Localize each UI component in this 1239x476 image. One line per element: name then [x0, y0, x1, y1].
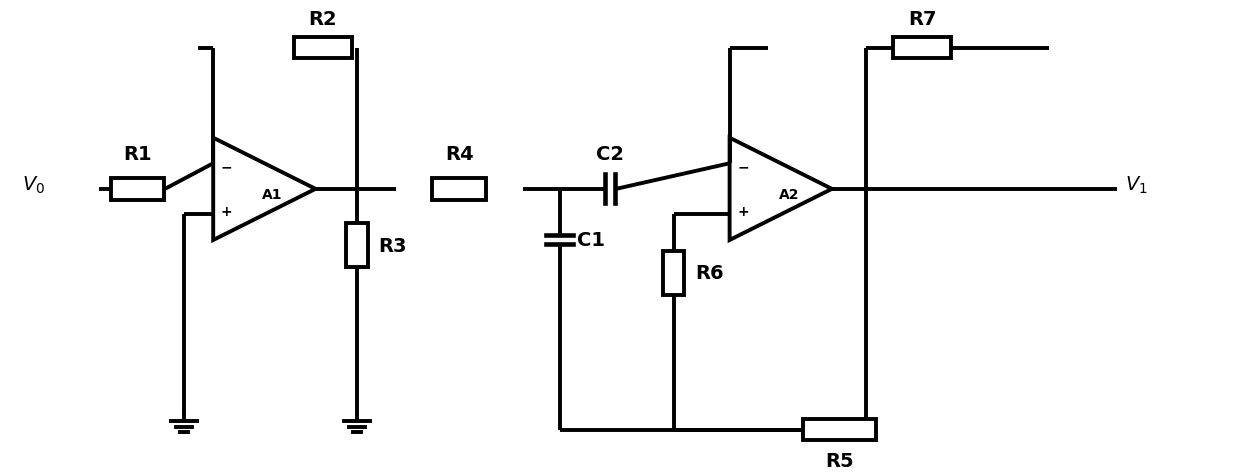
- Text: +: +: [221, 205, 232, 219]
- Text: A2: A2: [778, 188, 799, 201]
- Text: R1: R1: [124, 144, 152, 163]
- Bar: [893, 38, 952, 59]
- Bar: [346, 224, 368, 268]
- Text: −: −: [221, 160, 232, 174]
- Text: R6: R6: [695, 264, 724, 283]
- Text: A1: A1: [263, 188, 282, 201]
- Text: $V_0$: $V_0$: [22, 174, 45, 195]
- Text: +: +: [737, 205, 748, 219]
- Bar: [663, 251, 684, 295]
- Text: $V_1$: $V_1$: [1125, 174, 1147, 195]
- Text: R5: R5: [825, 451, 854, 470]
- Bar: [110, 179, 165, 200]
- Text: R3: R3: [378, 237, 406, 255]
- Bar: [294, 38, 352, 59]
- Text: −: −: [737, 160, 748, 174]
- Bar: [432, 179, 486, 200]
- Text: C2: C2: [596, 144, 624, 163]
- Text: R7: R7: [908, 10, 937, 29]
- Text: R2: R2: [309, 10, 337, 29]
- Bar: [803, 419, 876, 440]
- Text: C1: C1: [577, 230, 605, 249]
- Text: R4: R4: [445, 144, 473, 163]
